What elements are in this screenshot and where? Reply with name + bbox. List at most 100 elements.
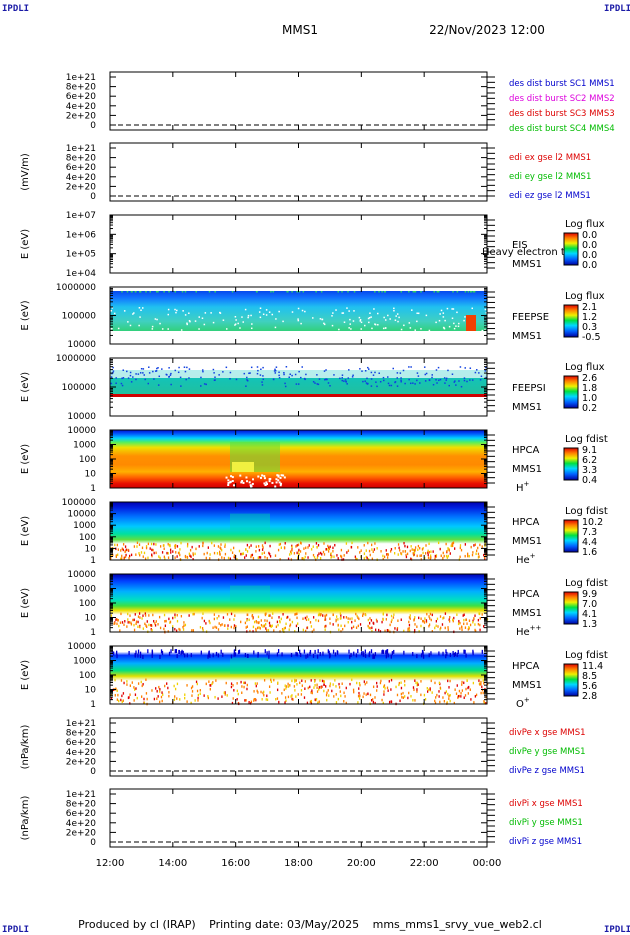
legend-entry: des dist burst SC4 MMS4 (509, 124, 615, 134)
legend-entry: edi ez gse l2 MMS1 (509, 191, 591, 201)
corner-label-top-left: IPDLI (2, 4, 30, 14)
legend-entry: divPe x gse MMS1 (509, 728, 586, 738)
y-tick-label: 100000 (62, 312, 97, 322)
colorbar-tick: 0.2 (582, 403, 597, 414)
colorbar (563, 375, 579, 409)
y-tick-label: 1e+05 (66, 250, 96, 260)
panel-frame (109, 214, 488, 274)
colorbar-title: Log flux (565, 219, 605, 230)
y-tick-label: 1e+06 (66, 230, 97, 240)
y-axis-label: E (eV) (20, 588, 31, 618)
colorbar-title: Log fdist (565, 650, 608, 661)
spacecraft-name: MMS1 (512, 680, 542, 691)
colorbar-tick: 1.6 (582, 547, 597, 558)
x-tick-label: 18:00 (284, 858, 313, 869)
y-tick-label: 100000 (62, 498, 97, 508)
y-tick-label: 6e+20 (66, 809, 97, 819)
species-name: He (516, 627, 530, 638)
panel-frame (109, 717, 488, 777)
species-label: He++ (516, 624, 542, 638)
legend-entry: des dist burst SC2 MMS2 (509, 94, 615, 104)
y-tick-label: 8e+20 (66, 729, 97, 739)
y-tick-label: 6e+20 (66, 163, 97, 173)
colorbar-tick: 0.0 (582, 230, 597, 241)
instrument-name: HPCA (512, 589, 540, 600)
y-tick-label: 2e+20 (66, 757, 97, 767)
y-tick-label: 100 (79, 599, 96, 609)
y-axis-label: E (eV) (20, 516, 31, 546)
y-tick-label: 100 (79, 533, 96, 543)
colorbar (563, 519, 579, 553)
colorbar-title: Log flux (565, 362, 605, 373)
y-axis-label: (nPa/km) (20, 796, 31, 841)
instrument-name: HPCA (512, 517, 540, 528)
panel-3: 1000000 100000 10000 E (eV) FEEPSE MMS1 Log fl… (20, 283, 605, 350)
figure-datetime: 22/Nov/2023 12:00 (429, 23, 545, 37)
y-axis-label: E (eV) (20, 444, 31, 474)
spacecraft-name: MMS1 (512, 536, 542, 547)
colorbar (563, 232, 579, 266)
legend-entry: des dist burst SC3 MMS3 (509, 109, 615, 119)
panel-4: 1000000 100000 10000 E (eV) FEEPSI MMS1 Log fl… (20, 354, 605, 422)
instrument-name: FEEPSI (512, 383, 546, 394)
footer-script-name: mms_mms1_srvy_vue_web2.cl (372, 918, 542, 931)
y-tick-label: 4e+20 (66, 102, 97, 112)
panel-7: 10000 1000 100 10 1 E (eV) HPCA MMS1 He++ Log fdi… (20, 570, 608, 638)
species-label: He+ (516, 552, 536, 566)
overlay-text: Heavy electron to (482, 247, 571, 258)
colorbar-tick: 9.1 (582, 445, 597, 456)
colorbar-tick: 0.0 (582, 240, 597, 251)
y-tick-label: 0 (90, 192, 96, 202)
y-tick-label: 1000 (73, 585, 96, 595)
instrument-name: FEEPSE (512, 312, 549, 323)
colorbar-tick: 2.6 (582, 373, 597, 384)
legend-entry: divPi z gse MMS1 (509, 837, 582, 847)
y-tick-label: 8e+20 (66, 83, 97, 93)
footer-printing-date: Printing date: 03/May/2025 (209, 918, 360, 931)
legend-entry: divPi x gse MMS1 (509, 799, 583, 809)
y-tick-label: 1e+21 (66, 790, 96, 800)
colorbar-tick: 1.3 (582, 619, 597, 630)
y-tick-label: 8e+20 (66, 800, 97, 810)
y-tick-label: 2e+20 (66, 828, 97, 838)
y-axis-label: E (eV) (20, 372, 31, 402)
y-tick-label: 100000 (62, 383, 97, 393)
y-tick-label: 10000 (67, 426, 96, 436)
corner-label-top-right: IPDLI (604, 4, 630, 14)
spacecraft-name: MMS1 (512, 464, 542, 475)
colorbar-tick: 0.4 (582, 475, 597, 486)
spacecraft-name: MMS1 (512, 402, 542, 413)
y-tick-label: 1e+21 (66, 73, 96, 83)
colorbar-title: Log flux (565, 291, 605, 302)
x-axis: 12:00 14:00 16:00 18:00 20:00 22:00 00:00 (96, 858, 502, 869)
colorbar-tick: 11.4 (582, 661, 603, 672)
species-name: H (516, 483, 524, 494)
footer: Produced by cl (IRAP) Printing date: 03/… (0, 918, 630, 931)
y-tick-label: 4e+20 (66, 819, 97, 829)
panel-frame (109, 71, 488, 131)
y-axis-label: (nPa/km) (20, 725, 31, 770)
y-tick-label: 10 (85, 544, 97, 554)
species-charge: + (524, 480, 530, 488)
colorbar-tick: -0.5 (582, 332, 601, 343)
legend-entry: divPe z gse MMS1 (509, 766, 585, 776)
y-tick-label: 2e+20 (66, 111, 97, 121)
panel-frame (109, 788, 488, 848)
y-tick-label: 10000 (67, 412, 96, 422)
y-tick-label: 10 (85, 686, 97, 696)
x-tick-label: 14:00 (158, 858, 187, 869)
legend-entry: divPe y gse MMS1 (509, 747, 586, 757)
colorbar-tick: 7.0 (582, 599, 597, 610)
y-tick-label: 1e+07 (66, 211, 96, 221)
colorbar-tick: 1.0 (582, 393, 597, 404)
y-axis-label: (mV/m) (20, 153, 31, 191)
y-axis-label: E (eV) (20, 660, 31, 690)
colorbar (563, 447, 579, 481)
panel-8: 10000 1000 100 10 1 E (eV) HPCA MMS1 O+ Log fdist… (20, 642, 608, 710)
